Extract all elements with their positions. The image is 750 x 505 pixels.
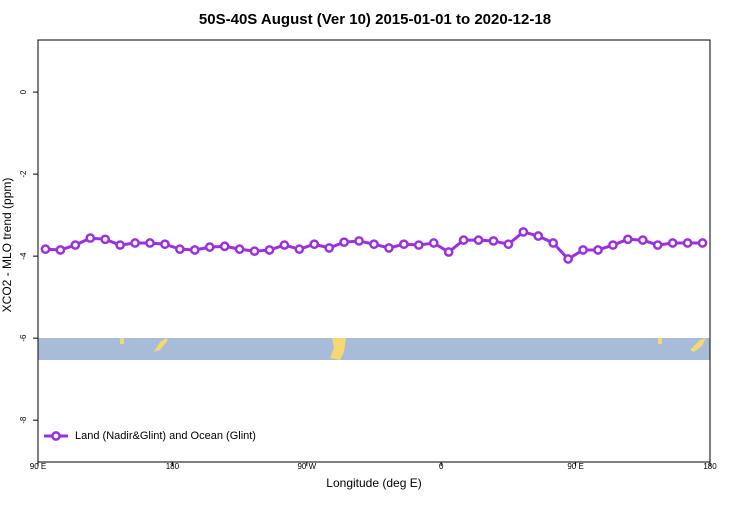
point <box>608 240 618 250</box>
point <box>115 240 125 250</box>
point <box>145 238 155 248</box>
x-tick-label: 90 W <box>297 462 316 471</box>
map-strip <box>38 338 710 360</box>
point <box>55 245 66 255</box>
point <box>130 238 140 248</box>
point <box>175 244 185 255</box>
legend-marker <box>51 431 61 441</box>
y-axis-label: XCO2 - MLO trend (ppm) <box>0 178 14 313</box>
plot-frame <box>37 39 711 463</box>
point <box>279 240 290 250</box>
point <box>667 238 678 248</box>
point <box>100 234 111 245</box>
x-tick-label: 90 E <box>567 462 583 471</box>
point <box>354 236 364 246</box>
y-tick-label: -6 <box>19 334 28 342</box>
point <box>533 231 544 241</box>
point <box>637 235 648 245</box>
point <box>652 240 663 250</box>
point <box>593 245 603 255</box>
y-tick-label: 0 <box>19 89 28 94</box>
point <box>70 240 81 250</box>
chart-title: 50S-40S August (Ver 10) 2015-01-01 to 20… <box>199 11 551 28</box>
point <box>443 247 454 257</box>
y-tick-label: -8 <box>19 416 28 424</box>
point <box>324 243 335 253</box>
point <box>234 244 245 255</box>
point <box>40 244 51 255</box>
point <box>309 239 320 250</box>
point <box>578 245 588 255</box>
point <box>488 236 499 246</box>
x-tick-label: 0 <box>439 462 444 471</box>
x-tick-label: 180 <box>166 462 180 471</box>
x-tick-label: 90 E <box>30 462 46 471</box>
point <box>563 254 573 264</box>
point <box>548 238 559 248</box>
point <box>294 244 305 255</box>
point <box>697 238 708 248</box>
point <box>384 243 394 253</box>
point <box>85 233 96 243</box>
point <box>204 242 215 252</box>
x-tick-label: 180 <box>703 462 717 471</box>
point <box>249 246 260 257</box>
y-tick-label: -4 <box>19 252 28 260</box>
y-tick-label: -2 <box>19 170 28 178</box>
point <box>399 239 409 250</box>
point <box>518 227 529 237</box>
point <box>413 240 424 250</box>
point <box>623 234 633 245</box>
legend-label: Land (Nadir&Glint) and Ocean (Glint) <box>75 430 256 442</box>
point <box>473 235 484 245</box>
point <box>219 241 230 252</box>
point <box>264 245 275 255</box>
point <box>160 239 170 250</box>
x-axis-label: Longitude (deg E) <box>326 476 421 490</box>
point <box>458 235 469 245</box>
point <box>503 239 514 250</box>
point <box>428 238 439 248</box>
point <box>339 237 349 248</box>
point <box>369 239 379 250</box>
point <box>682 238 693 248</box>
point <box>189 245 200 255</box>
